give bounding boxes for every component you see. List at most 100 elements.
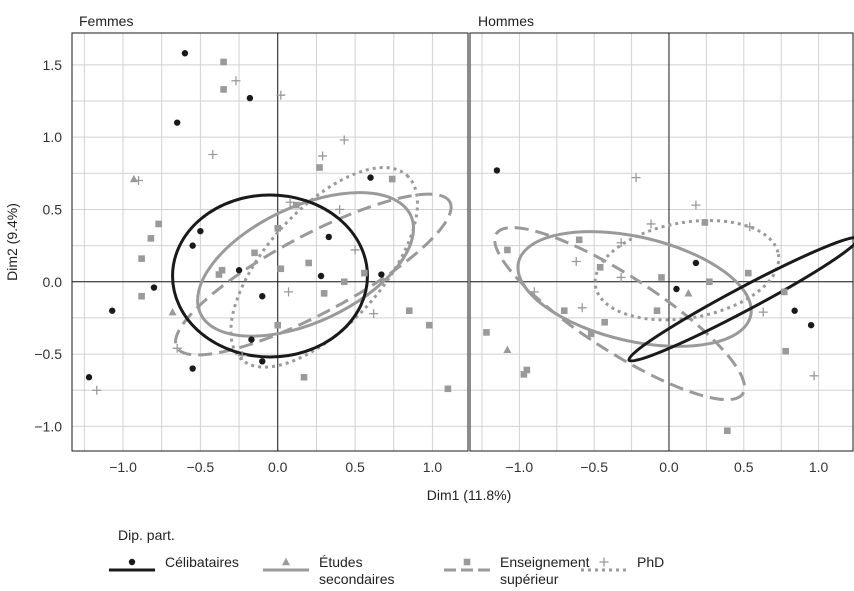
hommes-point-circle	[493, 167, 501, 174]
femmes-point-circle	[150, 284, 158, 291]
femmes-point-circle	[378, 271, 385, 278]
hommes-point-plus	[616, 272, 626, 282]
femmes-point-circle	[325, 233, 332, 241]
femmes-ellipse-square	[174, 192, 453, 357]
femmes-point-plus	[172, 343, 182, 353]
panel-hommes-frame	[469, 32, 854, 452]
y-tick-label: −1.0	[34, 418, 62, 434]
femmes-point-plus	[285, 197, 295, 207]
hommes-point-square	[601, 318, 608, 326]
y-tick-label: 1.5	[43, 57, 63, 73]
femmes-x-tick-label: −0.5	[187, 459, 215, 475]
legend-title: Dip. part.	[118, 527, 175, 543]
femmes-point-square	[220, 58, 227, 66]
femmes-point-circle	[246, 94, 254, 102]
femmes-point-circle	[235, 267, 243, 274]
hommes-ellipse-triangle	[516, 230, 753, 348]
hommes-point-circle	[692, 259, 700, 267]
femmes-point-plus	[369, 309, 379, 319]
y-tick-label: 0.5	[43, 201, 63, 217]
hommes-point-square	[780, 288, 788, 296]
femmes-x-tick-label: 1.0	[423, 459, 443, 475]
femmes-point-square	[405, 307, 413, 315]
panel-hommes-ellipses	[493, 219, 854, 402]
femmes-point-square	[361, 269, 368, 277]
hommes-point-square	[504, 246, 511, 254]
hommes-point-triangle	[503, 345, 512, 353]
femmes-point-square	[220, 86, 227, 93]
y-axis-title: Dim2 (9.4%)	[4, 203, 20, 281]
femmes-point-circle	[259, 293, 266, 300]
femmes-point-square	[292, 201, 300, 209]
femmes-point-square	[138, 255, 145, 262]
hommes-point-circle	[791, 307, 798, 314]
femmes-point-plus	[92, 385, 102, 395]
hommes-point-square	[653, 307, 661, 315]
femmes-point-plus	[350, 245, 360, 255]
hommes-point-plus	[571, 257, 581, 267]
panel-femmes-background	[72, 33, 468, 451]
femmes-point-circle	[248, 336, 255, 343]
legend: Dip. part. Célibataires Étudessecondaires…	[109, 527, 664, 587]
femmes-point-square	[426, 321, 433, 329]
x-axis-tick-labels: −1.0 −0.5 0.0 0.5 1.0 −1.0 −0.5 0.0 0.5 1.0	[109, 459, 828, 475]
legend-marker-square	[463, 558, 471, 566]
hommes-point-square	[560, 307, 568, 315]
femmes-point-square	[320, 290, 328, 297]
femmes-point-circle	[197, 227, 204, 235]
femmes-point-plus	[208, 149, 218, 159]
legend-marker-triangle	[282, 557, 290, 566]
femmes-point-circle	[317, 272, 325, 280]
legend-marker-plus	[599, 557, 609, 567]
legend-label: PhD	[637, 554, 664, 570]
femmes-point-plus	[318, 151, 328, 161]
hommes-point-circle	[673, 285, 680, 293]
femmes-point-square	[274, 224, 282, 232]
hommes-x-tick-label: −0.5	[580, 459, 608, 475]
hommes-point-triangle	[684, 289, 693, 297]
femmes-point-circle	[181, 50, 189, 57]
femmes-point-plus	[339, 135, 349, 145]
y-tick-label: 1.0	[43, 129, 63, 145]
panel-femmes: Femmes	[71, 13, 469, 452]
femmes-point-square	[155, 220, 162, 228]
hommes-x-tick-label: 0.5	[734, 459, 754, 475]
femmes-point-square	[147, 235, 155, 242]
femmes-point-square	[340, 278, 348, 286]
femmes-point-plus	[276, 90, 286, 100]
femmes-x-tick-label: −1.0	[109, 459, 137, 475]
hommes-ellipse-circle	[627, 235, 854, 363]
femmes-point-square	[215, 271, 223, 278]
hommes-point-square	[701, 219, 709, 226]
panel-hommes: Hommes	[469, 13, 854, 452]
femmes-point-square	[300, 373, 308, 381]
hommes-point-square	[575, 236, 583, 244]
legend-marker-circle	[128, 558, 136, 566]
hommes-point-square	[658, 274, 665, 281]
femmes-point-circle	[189, 242, 196, 249]
legend-label: secondaires	[319, 571, 395, 587]
y-tick-label: −0.5	[34, 346, 62, 362]
femmes-point-plus	[237, 351, 247, 361]
femmes-point-square	[277, 265, 285, 273]
femmes-point-plus	[134, 176, 144, 186]
femmes-x-tick-label: 0.0	[268, 459, 288, 475]
hommes-point-plus	[631, 173, 641, 183]
legend-label: supérieur	[500, 571, 559, 587]
hommes-ellipse-plus	[593, 219, 781, 322]
femmes-point-circle	[173, 119, 181, 126]
panel-hommes-points	[483, 167, 819, 435]
hommes-point-square	[744, 269, 752, 277]
femmes-point-plus	[231, 76, 241, 86]
femmes-point-circle	[367, 174, 374, 181]
hommes-x-tick-label: −1.0	[506, 459, 534, 475]
femmes-point-plus	[284, 287, 294, 297]
hommes-point-plus	[809, 371, 819, 381]
panel-hommes-title: Hommes	[478, 13, 534, 29]
femmes-point-square	[316, 164, 323, 171]
hommes-x-tick-label: 0.0	[659, 459, 679, 475]
femmes-point-circle	[259, 358, 266, 365]
femmes-point-square	[138, 292, 145, 300]
hommes-point-square	[587, 330, 595, 338]
